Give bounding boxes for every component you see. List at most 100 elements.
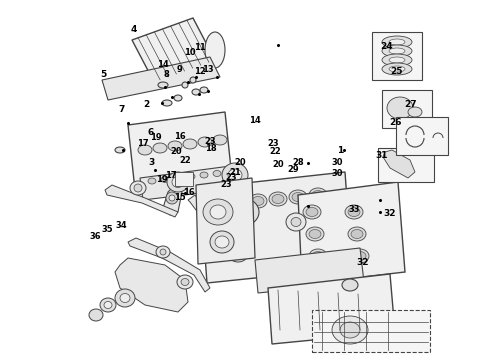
Ellipse shape [382, 63, 412, 75]
Ellipse shape [348, 227, 366, 241]
Text: 21: 21 [229, 168, 241, 177]
Text: 31: 31 [375, 151, 388, 160]
Ellipse shape [153, 143, 167, 153]
Text: 34: 34 [116, 220, 127, 230]
Text: 12: 12 [194, 68, 206, 77]
Ellipse shape [181, 279, 189, 285]
Ellipse shape [100, 298, 116, 312]
Ellipse shape [309, 188, 327, 202]
Text: 20: 20 [171, 148, 182, 156]
Ellipse shape [182, 82, 188, 88]
Text: 27: 27 [404, 100, 417, 109]
Ellipse shape [229, 196, 247, 210]
Polygon shape [196, 178, 255, 264]
Text: 22: 22 [270, 147, 281, 156]
Ellipse shape [174, 175, 182, 181]
Ellipse shape [168, 141, 182, 151]
Polygon shape [105, 185, 178, 217]
Ellipse shape [252, 197, 264, 206]
Text: 32: 32 [383, 209, 396, 217]
Ellipse shape [183, 139, 197, 149]
Ellipse shape [162, 100, 172, 106]
Ellipse shape [134, 184, 142, 192]
Text: 32: 32 [356, 258, 369, 267]
Ellipse shape [389, 48, 405, 54]
Ellipse shape [309, 230, 321, 238]
Ellipse shape [198, 137, 212, 147]
Ellipse shape [205, 32, 225, 68]
Polygon shape [115, 258, 188, 312]
Text: 25: 25 [391, 68, 403, 77]
Text: 3: 3 [149, 158, 155, 167]
Ellipse shape [158, 82, 168, 88]
Ellipse shape [342, 279, 358, 291]
Ellipse shape [210, 231, 234, 253]
Text: 23: 23 [204, 136, 216, 145]
Ellipse shape [203, 199, 233, 225]
Text: 23: 23 [220, 180, 232, 189]
Polygon shape [128, 238, 210, 292]
Ellipse shape [312, 252, 324, 261]
Text: 36: 36 [90, 233, 101, 241]
Ellipse shape [177, 275, 193, 289]
Ellipse shape [187, 174, 195, 180]
Polygon shape [128, 112, 232, 190]
Polygon shape [268, 274, 395, 344]
Text: 23: 23 [225, 173, 237, 181]
Ellipse shape [192, 89, 200, 95]
Text: 4: 4 [130, 25, 137, 34]
Text: 18: 18 [205, 144, 217, 153]
Ellipse shape [138, 145, 152, 155]
Ellipse shape [303, 205, 321, 219]
Ellipse shape [212, 201, 224, 210]
Text: 6: 6 [148, 128, 154, 137]
Ellipse shape [345, 205, 363, 219]
Ellipse shape [389, 57, 405, 63]
Ellipse shape [156, 246, 170, 258]
Polygon shape [200, 172, 352, 283]
Polygon shape [383, 150, 415, 178]
Ellipse shape [167, 172, 189, 192]
Ellipse shape [227, 242, 249, 262]
Text: 26: 26 [390, 118, 402, 127]
Ellipse shape [89, 309, 103, 321]
Ellipse shape [104, 302, 112, 309]
Text: 30: 30 [331, 169, 343, 178]
Ellipse shape [115, 147, 125, 153]
Ellipse shape [169, 195, 175, 201]
Bar [175, 172, 193, 186]
Ellipse shape [213, 171, 221, 176]
Ellipse shape [148, 178, 156, 184]
Text: 22: 22 [179, 156, 191, 165]
Text: 16: 16 [183, 188, 195, 197]
Text: 20: 20 [234, 158, 246, 167]
Ellipse shape [213, 135, 227, 145]
Ellipse shape [306, 227, 324, 241]
Ellipse shape [226, 169, 234, 175]
Ellipse shape [272, 194, 284, 203]
Ellipse shape [292, 193, 304, 202]
Ellipse shape [237, 205, 253, 219]
Text: 17: 17 [137, 139, 149, 148]
Ellipse shape [115, 289, 135, 307]
Ellipse shape [382, 36, 412, 48]
Bar [396, 117, 448, 155]
Ellipse shape [291, 217, 301, 226]
Text: 5: 5 [100, 70, 106, 79]
Text: 2: 2 [143, 100, 149, 109]
Text: 17: 17 [165, 171, 176, 180]
Text: 1: 1 [338, 146, 343, 155]
Polygon shape [140, 165, 242, 200]
Text: 28: 28 [292, 158, 304, 167]
Ellipse shape [382, 54, 412, 66]
Bar [372, 32, 422, 80]
Ellipse shape [160, 249, 166, 255]
Text: 8: 8 [164, 70, 170, 79]
Bar [378, 148, 434, 182]
Ellipse shape [387, 97, 413, 119]
Ellipse shape [130, 181, 146, 195]
Bar [312, 310, 430, 352]
Text: 15: 15 [174, 193, 186, 202]
Ellipse shape [210, 205, 226, 219]
Text: 35: 35 [101, 225, 113, 234]
